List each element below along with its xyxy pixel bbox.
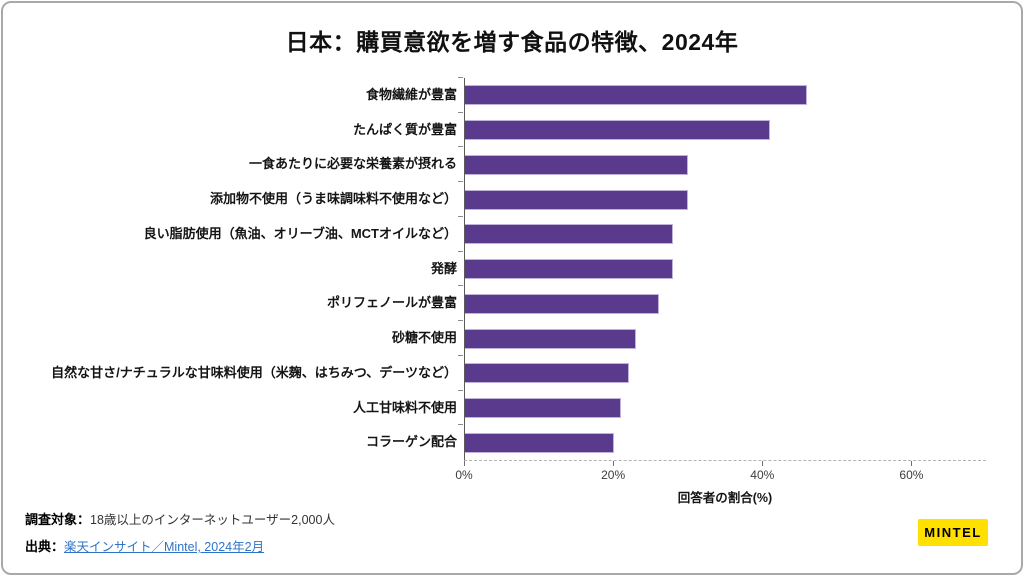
category-label: 一食あたりに必要な栄養素が摂れる: [248, 156, 457, 172]
bar-track: [458, 111, 986, 148]
survey-line: 調査対象：18歳以上のインターネットユーザー2,000人: [25, 510, 335, 537]
footer: 調査対象：18歳以上のインターネットユーザー2,000人 出典：楽天インサイト／…: [25, 510, 335, 564]
source-link[interactable]: 楽天インサイト／Mintel, 2024年2月: [64, 540, 265, 554]
bar: [465, 432, 614, 453]
bar-row: 砂糖不使用: [13, 320, 986, 356]
x-axis-label: 回答者の割合(%): [677, 491, 773, 505]
x-tick-label: 60%: [899, 468, 924, 482]
bar: [465, 85, 808, 106]
bar-chart: 食物繊維が豊富 たんぱく質が豊富 一食あたりに必要な栄養素が摂れる 添加物不使用…: [13, 77, 986, 505]
bar: [465, 293, 659, 314]
chart-title: 日本：購買意欲を増す食品の特徴、2024年: [285, 29, 739, 55]
bar: [465, 120, 771, 141]
bar-track: [458, 354, 986, 391]
x-tick: 60%: [899, 461, 923, 482]
x-tick: 20%: [601, 461, 625, 482]
x-tick-label: 20%: [601, 468, 626, 482]
bar-row: 添加物不使用（うま味調味料不使用など）: [13, 181, 986, 217]
category-label: 食物繊維が豊富: [365, 86, 457, 102]
category-label: ポリフェノールが豊富: [326, 295, 457, 311]
x-tick-label: 0%: [455, 468, 473, 482]
bar: [465, 154, 689, 175]
bar-rows: 食物繊維が豊富 たんぱく質が豊富 一食あたりに必要な栄養素が摂れる 添加物不使用…: [13, 77, 986, 461]
category-label: 人工甘味料不使用: [352, 399, 457, 415]
bar-row: 一食あたりに必要な栄養素が摂れる: [13, 146, 986, 183]
bar-row: 良い脂肪使用（魚油、オリーブ油、MCTオイルなど）: [13, 215, 986, 252]
x-axis: 回答者の割合(%) 0% 20% 40% 60%: [455, 460, 986, 505]
x-tick: 40%: [750, 461, 774, 482]
x-tick: 0%: [455, 461, 473, 482]
category-label: 砂糖不使用: [391, 330, 457, 346]
category-label: たんぱく質が豊富: [352, 121, 457, 137]
bar-track: [458, 146, 986, 183]
survey-label: 調査対象：: [25, 512, 91, 527]
bar-row: 人工甘味料不使用: [13, 389, 986, 426]
bar-track: [458, 285, 986, 322]
bar-row: コラーゲン配合: [13, 424, 986, 461]
bar-row: 発酵: [13, 250, 986, 287]
bar-track: [458, 215, 986, 252]
bar: [465, 259, 674, 280]
bar: [465, 363, 629, 384]
bar: [465, 189, 689, 210]
survey-text: 18歳以上のインターネットユーザー2,000人: [90, 513, 335, 527]
bar-track: [458, 77, 986, 113]
category-label: 良い脂肪使用（魚油、オリーブ油、MCTオイルなど）: [143, 225, 457, 241]
bar-row: 自然な甘さ/ナチュラルな甘味料使用（米麹、はちみつ、デーツなど）: [13, 354, 986, 391]
category-label: 発酵: [430, 260, 457, 276]
x-tick-label: 40%: [750, 468, 775, 482]
category-label: 添加物不使用（うま味調味料不使用など）: [209, 191, 457, 207]
category-label: コラーゲン配合: [365, 434, 457, 450]
bar: [465, 328, 637, 349]
bar: [465, 397, 622, 418]
mintel-logo: MINTEL: [918, 519, 988, 546]
source-label: 出典：: [25, 539, 65, 554]
bar-track: [458, 424, 986, 461]
source-line: 出典：楽天インサイト／Mintel, 2024年2月: [25, 537, 335, 564]
bar-row: たんぱく質が豊富: [13, 111, 986, 148]
bar: [465, 224, 674, 245]
bar-row: 食物繊維が豊富: [13, 77, 986, 113]
bar-track: [458, 181, 986, 217]
bar-track: [458, 320, 986, 356]
bar-row: ポリフェノールが豊富: [13, 285, 986, 322]
bar-track: [458, 250, 986, 287]
category-label: 自然な甘さ/ナチュラルな甘味料使用（米麹、はちみつ、デーツなど）: [51, 364, 457, 380]
bar-track: [458, 389, 986, 426]
